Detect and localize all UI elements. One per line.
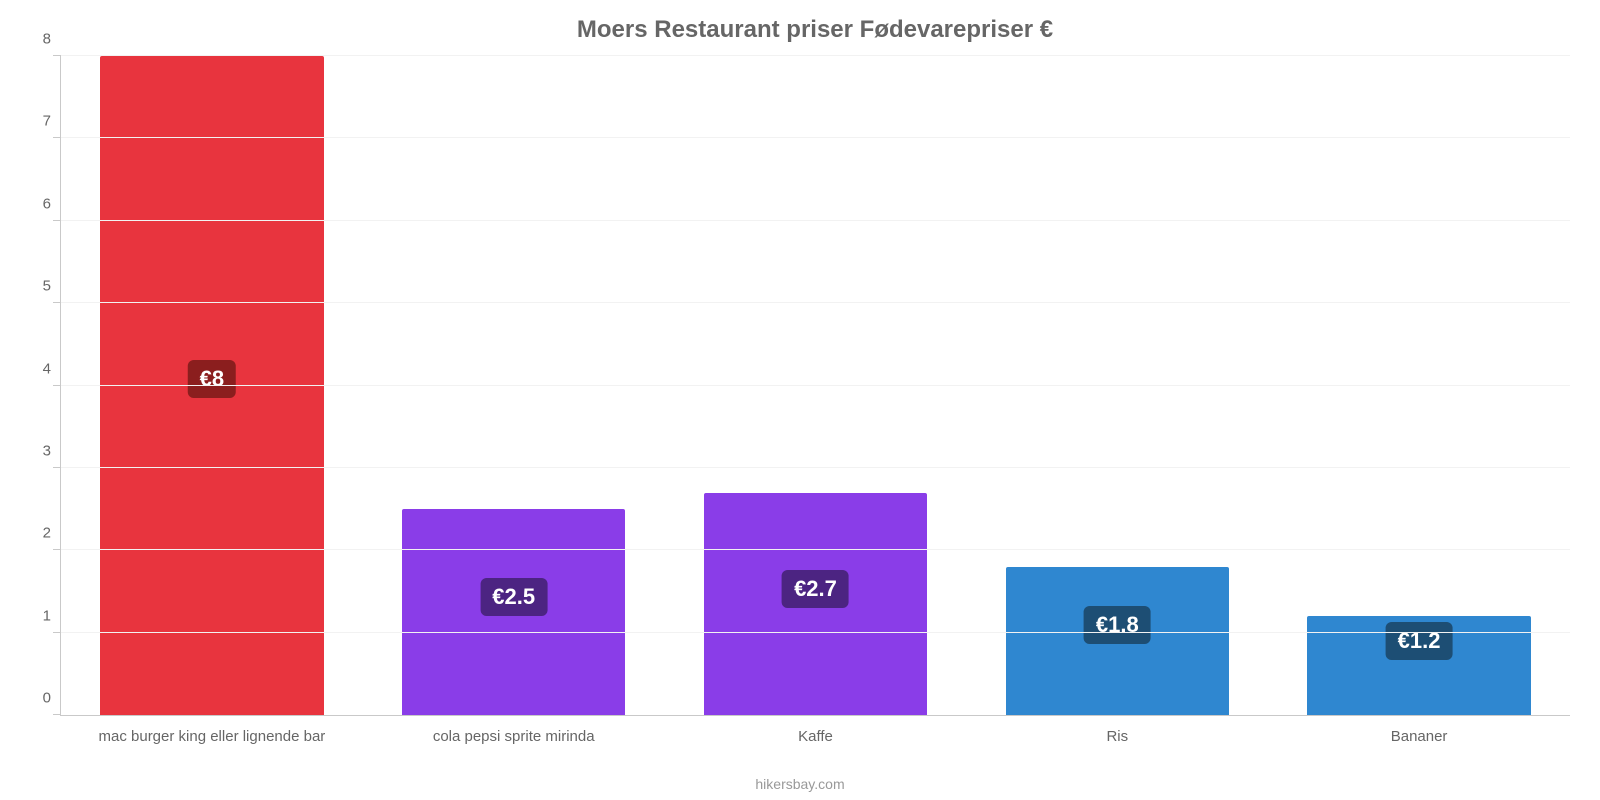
y-tick	[53, 220, 61, 221]
y-tick	[53, 467, 61, 468]
y-tick-label: 6	[21, 195, 51, 212]
gridline	[61, 549, 1570, 550]
y-tick	[53, 549, 61, 550]
y-tick	[53, 55, 61, 56]
x-axis-label: Ris	[966, 728, 1268, 745]
y-tick-label: 7	[21, 113, 51, 130]
gridline	[61, 302, 1570, 303]
gridline	[61, 632, 1570, 633]
x-axis-label: Bananer	[1268, 728, 1570, 745]
bar-slot: €1.2	[1268, 56, 1570, 715]
value-badge: €2.7	[782, 570, 849, 608]
bar: €1.8	[1006, 567, 1229, 715]
plot-area: €8€2.5€2.7€1.8€1.2 mac burger king eller…	[60, 56, 1570, 716]
value-badge: €8	[188, 360, 236, 398]
gridline	[61, 467, 1570, 468]
gridline	[61, 220, 1570, 221]
gridline	[61, 385, 1570, 386]
bar-slot: €2.5	[363, 56, 665, 715]
chart-title: Moers Restaurant priser Fødevarepriser €	[60, 10, 1570, 56]
chart-credit: hikersbay.com	[0, 776, 1600, 792]
y-tick	[53, 302, 61, 303]
bar-slot: €2.7	[665, 56, 967, 715]
y-tick-label: 8	[21, 31, 51, 48]
bar-slot: €1.8	[966, 56, 1268, 715]
y-tick-label: 5	[21, 278, 51, 295]
y-tick-label: 4	[21, 360, 51, 377]
value-badge: €1.8	[1084, 606, 1151, 644]
value-badge: €2.5	[480, 578, 547, 616]
x-axis-label: mac burger king eller lignende bar	[61, 728, 363, 745]
y-tick	[53, 385, 61, 386]
price-bar-chart: Moers Restaurant priser Fødevarepriser €…	[0, 0, 1600, 800]
bar-slot: €8	[61, 56, 363, 715]
y-tick	[53, 632, 61, 633]
x-axis-label: cola pepsi sprite mirinda	[363, 728, 665, 745]
y-tick-label: 1	[21, 607, 51, 624]
gridline	[61, 55, 1570, 56]
value-badge: €1.2	[1386, 622, 1453, 660]
x-axis-labels: mac burger king eller lignende barcola p…	[61, 728, 1570, 745]
bar: €8	[100, 56, 323, 715]
y-tick	[53, 137, 61, 138]
y-tick-label: 3	[21, 442, 51, 459]
bars-container: €8 €2.5 €2.7 €1.8 €1.2	[61, 56, 1570, 715]
x-axis-label: Kaffe	[665, 728, 967, 745]
y-tick-label: 0	[21, 690, 51, 707]
gridline	[61, 137, 1570, 138]
y-tick	[53, 714, 61, 715]
bar: €2.5	[402, 509, 625, 715]
bar: €2.7	[704, 493, 927, 715]
y-tick-label: 2	[21, 525, 51, 542]
